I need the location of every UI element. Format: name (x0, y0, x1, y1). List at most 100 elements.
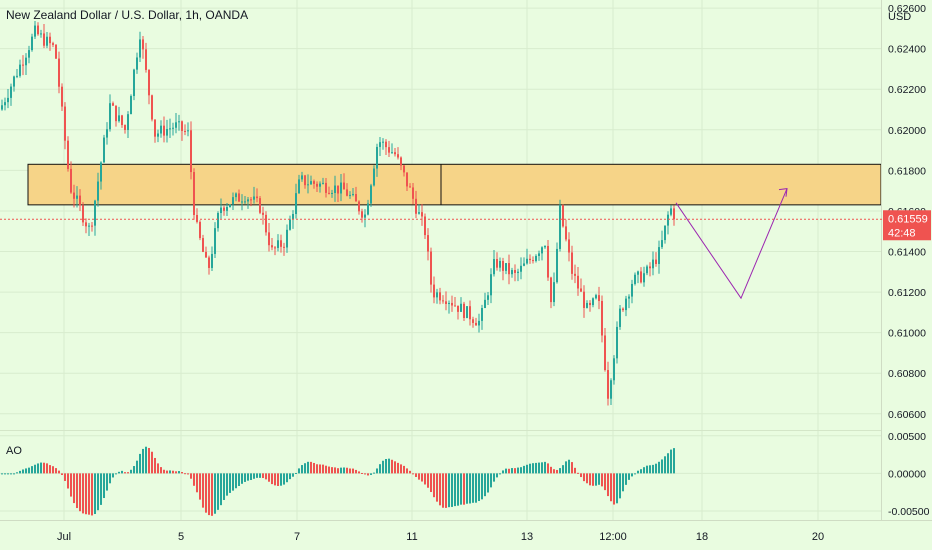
resistance-zone[interactable] (27, 163, 882, 206)
ao-bar (199, 473, 201, 500)
last-price-value: 0.61559 (888, 213, 928, 225)
candle-body (229, 204, 231, 208)
ao-bar (490, 473, 492, 488)
candle-body (541, 247, 543, 254)
time-tick-label: 11 (406, 531, 417, 543)
ao-bar (184, 473, 186, 475)
ao-bar (634, 473, 636, 475)
grid-lines (0, 0, 882, 520)
ao-bar (34, 464, 36, 474)
ao-bar (106, 473, 108, 491)
candle-body (451, 302, 453, 306)
ao-bar (127, 472, 129, 474)
ao-bar (214, 473, 216, 514)
candle-body (607, 370, 609, 399)
candle-body (202, 238, 204, 252)
ao-bar (370, 473, 372, 475)
candle-body (148, 69, 150, 96)
candle-body (163, 125, 165, 136)
ao-bar (292, 473, 294, 477)
ao-bar (67, 473, 69, 489)
ao-bar (520, 467, 522, 474)
candle-body (172, 127, 174, 129)
ao-bar (91, 473, 93, 516)
candle-body (418, 212, 420, 214)
ao-bar (205, 473, 207, 513)
ao-bar (166, 470, 168, 474)
candle-body (271, 245, 273, 248)
ao-bar (172, 470, 174, 474)
ao-bar (565, 461, 567, 474)
candle-body (454, 305, 456, 307)
ao-bar (607, 473, 609, 497)
candle-body (457, 305, 459, 312)
ao-bar (388, 458, 390, 474)
candle-body (232, 197, 234, 205)
ao-bar (337, 468, 339, 474)
ao-bar (307, 461, 309, 474)
ao-bar (43, 462, 45, 474)
ao-bar (592, 473, 594, 486)
candle-body (631, 283, 633, 297)
ao-bar (598, 473, 600, 485)
candle-body (187, 130, 189, 132)
projection-path[interactable] (675, 188, 788, 300)
ao-bar (64, 473, 66, 481)
ao-bar (79, 473, 81, 512)
candle-body (661, 240, 663, 248)
ao-bar (94, 473, 96, 515)
candle-body (550, 277, 552, 303)
ao-bar (157, 463, 159, 474)
resistance-zone-rect[interactable] (27, 163, 882, 206)
ao-bar (673, 448, 675, 474)
ao-bar (361, 472, 363, 474)
candle-body (673, 208, 675, 220)
candle-body (292, 214, 294, 220)
projection-line[interactable] (675, 188, 788, 300)
ao-bar (499, 473, 501, 475)
ao-bar (616, 473, 618, 504)
time-tick-label: 7 (294, 531, 300, 543)
ao-bar (268, 473, 270, 482)
candle-body (649, 266, 651, 269)
ao-bar (160, 467, 162, 474)
candle-body (490, 274, 492, 296)
ao-bar (223, 473, 225, 500)
candle-body (640, 271, 642, 283)
candle-body (385, 141, 387, 148)
ao-bar (397, 462, 399, 474)
candle-body (259, 198, 261, 213)
ao-bar (61, 473, 63, 476)
candle-body (106, 129, 108, 138)
ao-tick-label: 0.00500 (888, 431, 926, 443)
ao-bar (142, 448, 144, 474)
price-axis[interactable]: 0.626000.624000.622000.620000.618000.616… (888, 3, 926, 421)
candle-body (40, 33, 42, 35)
ao-bar (400, 464, 402, 474)
candle-body (181, 121, 183, 131)
candle-body (217, 213, 219, 229)
candle-body (31, 36, 33, 51)
candle-body (601, 300, 603, 336)
ao-bar (580, 473, 582, 478)
ao-bar (391, 459, 393, 474)
ao-bar (481, 473, 483, 500)
candle-body (577, 275, 579, 289)
candle-body (49, 36, 51, 44)
candle-body (439, 292, 441, 301)
candle-body (328, 192, 330, 194)
candle-body (211, 253, 213, 268)
ao-tick-label: 0.00000 (888, 468, 926, 480)
ao-bar (76, 473, 78, 509)
price-candles (1, 21, 675, 406)
candle-body (133, 69, 135, 97)
candle-body (421, 212, 423, 217)
ao-bar (151, 451, 153, 474)
ao-bar (535, 462, 537, 474)
ao-axis[interactable]: 0.00500 0.00000 -0.00500 (888, 431, 930, 518)
ao-bar (556, 469, 558, 474)
time-axis[interactable]: Jul 5 7 11 13 12:00 18 20 (57, 531, 824, 543)
ao-bar (496, 473, 498, 478)
candle-body (118, 115, 120, 122)
